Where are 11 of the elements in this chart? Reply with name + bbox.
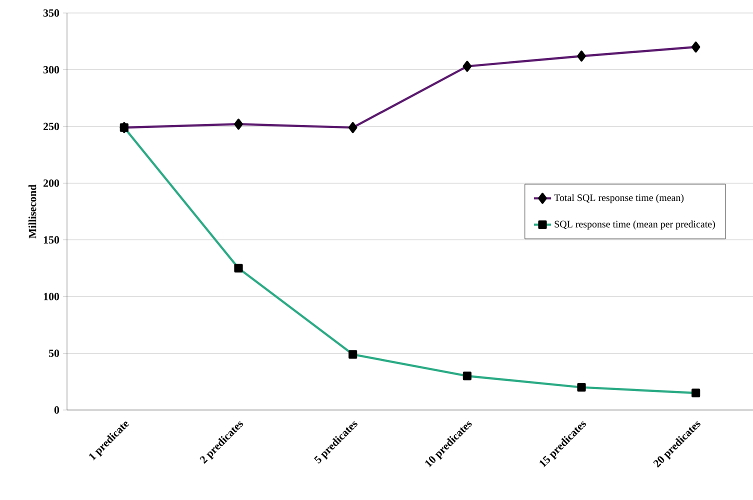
y-tick-label: 350 (43, 9, 60, 17)
legend-label: SQL response time (mean per predicate) (554, 220, 715, 230)
y-tick-label: 0 (54, 406, 60, 414)
y-tick-label: 50 (48, 350, 60, 357)
legend-label: Total SQL response time (mean) (554, 194, 684, 204)
y-axis-title: Millisecond (28, 184, 36, 238)
y-tick-label: 150 (44, 236, 60, 244)
y-tick-label: 300 (43, 66, 60, 74)
y-tick-label: 250 (43, 122, 60, 130)
y-tick-label: 100 (44, 292, 60, 300)
y-tick-label: 200 (43, 179, 60, 187)
